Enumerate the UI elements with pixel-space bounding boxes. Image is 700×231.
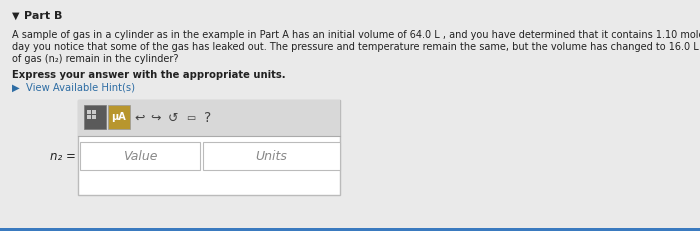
Text: day you notice that some of the gas has leaked out. The pressure and temperature: day you notice that some of the gas has … [12,42,700,52]
Text: μA: μA [111,112,127,122]
Bar [84,105,106,129]
Text: of gas (n₂) remain in the cylinder?: of gas (n₂) remain in the cylinder? [12,54,178,64]
Text: ▭: ▭ [186,113,195,123]
Bar [78,100,340,136]
Bar [92,115,96,119]
Bar [87,110,91,114]
Text: ▼: ▼ [12,11,20,21]
Text: Part B: Part B [24,11,62,21]
Text: ↪: ↪ [150,112,161,125]
Bar [108,105,130,129]
Text: n₂ =: n₂ = [50,149,76,162]
Text: A sample of gas in a cylinder as in the example in Part A has an initial volume : A sample of gas in a cylinder as in the … [12,30,700,40]
Bar [0,228,700,231]
Text: ?: ? [204,111,211,125]
Text: ↺: ↺ [168,112,178,125]
Bar [87,115,91,119]
Bar [80,142,200,170]
Text: Value: Value [122,149,158,162]
Bar [92,110,96,114]
Text: Units: Units [256,149,288,162]
Bar [78,100,340,195]
Bar [203,142,340,170]
Text: ▶  View Available Hint(s): ▶ View Available Hint(s) [12,83,135,93]
Text: Express your answer with the appropriate units.: Express your answer with the appropriate… [12,70,286,80]
Text: ↩: ↩ [134,112,146,125]
